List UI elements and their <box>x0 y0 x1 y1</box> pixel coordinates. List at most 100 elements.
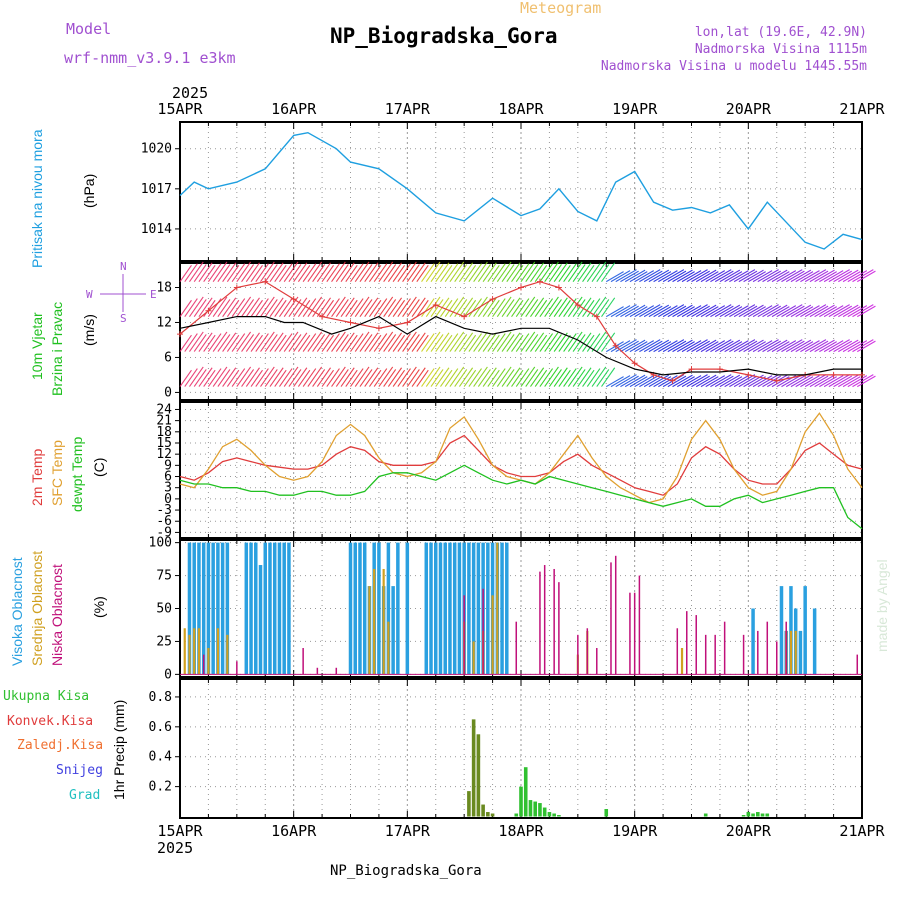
wind-barb <box>686 339 708 353</box>
wind-barb <box>236 261 252 282</box>
high-cloud-bar <box>391 586 395 675</box>
y-tick-label: 12 <box>156 447 172 462</box>
wind-barb <box>307 366 323 387</box>
wind-barb <box>283 366 299 387</box>
low-cloud-bar <box>586 628 589 675</box>
low-cloud-bar <box>785 621 787 675</box>
wind-barb <box>473 261 488 282</box>
x-tick-label-bottom: 21APR <box>839 822 885 840</box>
wind-barb <box>558 334 571 352</box>
wind-barb <box>312 299 326 317</box>
wind-barb <box>397 298 411 317</box>
wind-barb <box>620 270 639 283</box>
wind-barb <box>217 299 231 317</box>
panel-frame <box>179 678 863 819</box>
precip-bar <box>703 813 708 817</box>
wind-barb <box>856 270 876 283</box>
wind-barb <box>691 340 710 353</box>
wind-barb <box>534 299 548 317</box>
wind-barb <box>804 374 827 388</box>
wind-barb <box>269 367 284 387</box>
wind-gust-point <box>593 313 600 320</box>
mid-cloud-bar <box>368 586 371 675</box>
wind-barb <box>629 271 648 283</box>
wind-gust-point <box>773 377 780 384</box>
wind-barb <box>222 367 237 387</box>
wind-barb <box>710 269 732 283</box>
wind-barb <box>823 270 844 283</box>
wind-barb <box>800 305 820 318</box>
wind-barb <box>288 334 302 352</box>
low-cloud-bar <box>463 595 465 675</box>
wind-barb <box>293 332 308 352</box>
wind-barb <box>340 262 355 282</box>
wind-barb <box>212 296 228 317</box>
wind-barb <box>477 334 491 352</box>
wind-barb <box>790 374 812 388</box>
wind-barb <box>255 298 269 317</box>
wind-barb <box>601 297 616 317</box>
y-tick-label: -3 <box>156 503 172 518</box>
wind-barb <box>411 297 426 317</box>
precip-bar <box>751 813 755 817</box>
wind-barb <box>411 332 426 352</box>
wind-gust-point <box>432 301 439 308</box>
model-altitude-label: Nadmorska Visina u modelu 1445.55m <box>601 59 867 74</box>
high-cloud-bar <box>452 542 457 675</box>
wind-barb <box>544 296 559 317</box>
y-tick-label: 3 <box>164 481 172 496</box>
wind-barb <box>520 296 536 317</box>
mid-cloud-bar <box>472 641 475 675</box>
wind-barb <box>548 264 562 282</box>
wind-barb <box>397 263 411 282</box>
wind-gust-point <box>518 284 524 291</box>
cloud-ylabel-mid: Srednja Oblacnost <box>29 551 45 666</box>
wind-barb <box>752 340 773 353</box>
wind-barb <box>781 269 803 283</box>
wind-barb <box>795 376 814 388</box>
x-tick-label-top: 18APR <box>498 100 544 118</box>
temp-ylabel-sfc: SFC Temp <box>49 440 65 506</box>
precip-bar <box>552 813 556 817</box>
high-cloud-bar <box>206 542 211 675</box>
wind-barb <box>577 332 592 352</box>
high-cloud-bar <box>424 542 429 675</box>
x-tick-label-top: 16APR <box>271 100 317 118</box>
wind-barb <box>222 262 237 282</box>
wind-barb <box>795 341 814 353</box>
wind-barb <box>217 369 231 387</box>
wind-barb <box>207 263 222 282</box>
wind-barb <box>354 366 370 387</box>
wind-barb <box>686 269 708 283</box>
y-tick-label: 0.4 <box>149 750 173 765</box>
wind-barb <box>274 369 287 387</box>
wind-barb <box>809 375 829 388</box>
high-cloud-bar <box>803 586 807 675</box>
wind-barb <box>250 264 263 282</box>
high-cloud-bar <box>812 608 817 675</box>
wind-barb <box>492 368 506 387</box>
wind-barb <box>634 375 654 388</box>
wind-barb <box>383 264 397 282</box>
wind-barb <box>667 270 687 283</box>
low-cloud-bar <box>236 661 238 675</box>
wind-barb <box>624 374 646 388</box>
wind-barb <box>572 334 586 352</box>
wind-barb <box>179 299 192 317</box>
wind-barb <box>719 339 741 353</box>
wind-barb <box>681 305 702 318</box>
wind-barb <box>364 367 379 387</box>
wind-barb <box>345 369 358 387</box>
wind-barb <box>563 263 577 282</box>
mid-cloud-bar <box>373 568 376 675</box>
wind-barb <box>307 296 323 317</box>
wind-barb <box>838 269 859 283</box>
cloud-unit: (%) <box>91 596 107 618</box>
wind-barb <box>189 366 204 387</box>
wind-gust-point <box>631 360 638 367</box>
y-tick-label: 0.2 <box>149 780 172 795</box>
wind-barb <box>368 299 382 317</box>
wind-barb <box>530 262 545 282</box>
wind-barb <box>695 339 717 353</box>
wind-barb <box>184 298 198 317</box>
